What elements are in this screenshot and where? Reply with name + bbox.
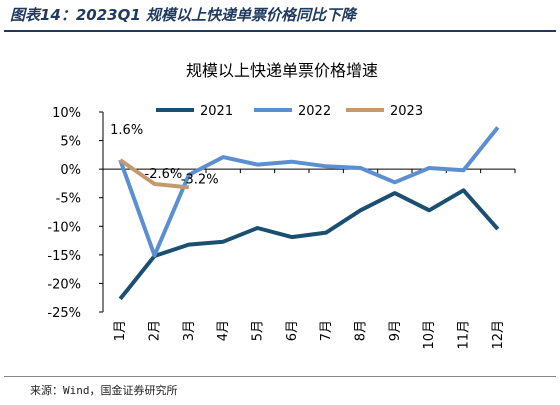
data-label: -3.2% xyxy=(181,172,219,187)
x-tick-label: 6月 xyxy=(285,320,300,341)
y-tick-label: -20% xyxy=(47,277,81,292)
x-tick-label: 1月 xyxy=(113,320,128,341)
data-label: -2.6% xyxy=(145,167,183,182)
data-label: 1.6% xyxy=(110,123,143,138)
y-tick-label: 5% xyxy=(60,135,81,150)
y-tick-label: 0% xyxy=(60,163,81,178)
legend-label-2021: 2021 xyxy=(200,104,233,119)
y-tick-label: -15% xyxy=(47,249,81,264)
y-tick-label: -5% xyxy=(56,192,81,207)
x-tick-label: 10月 xyxy=(422,320,437,350)
legend: 2021 2022 2023 xyxy=(156,104,423,119)
source-note: 来源：Wind，国金证券研究所 xyxy=(30,384,178,397)
x-tick-label: 5月 xyxy=(251,320,266,341)
y-tick-label: -10% xyxy=(47,220,81,235)
x-tick-label: 12月 xyxy=(491,320,506,350)
x-tick-label: 11月 xyxy=(457,320,472,350)
figure-header: 图表14：2023Q1 规模以上快递单票价格同比下降 xyxy=(4,0,556,30)
figure-label: 图表14：2023Q1 规模以上快递单票价格同比下降 xyxy=(10,6,357,24)
series-layer xyxy=(118,126,500,301)
x-tick-label: 3月 xyxy=(182,320,197,341)
legend-label-2022: 2022 xyxy=(298,104,331,119)
x-tick-label: 2月 xyxy=(148,320,163,341)
series-line-2023 xyxy=(119,158,189,190)
x-tick-label: 7月 xyxy=(319,320,334,341)
series-line-2021 xyxy=(118,188,500,301)
chart-title: 规模以上快递单票价格增速 xyxy=(186,61,378,80)
x-tick-label: 9月 xyxy=(388,320,403,341)
x-tick-label: 4月 xyxy=(216,320,231,341)
x-axis: 1月 2月 3月 4月 5月 6月 7月 8月 9月 10月 11月 12月 xyxy=(102,168,516,350)
source-rule xyxy=(4,376,556,377)
x-tick-label: 8月 xyxy=(354,320,369,341)
y-axis: 10% 5% 0% -5% -10% -15% -20% -25% xyxy=(47,106,104,321)
data-labels: 1.6% -2.6%-3.2% xyxy=(110,123,218,187)
header-rule xyxy=(4,30,556,32)
legend-label-2023: 2023 xyxy=(390,104,423,119)
y-tick-label: 10% xyxy=(52,106,81,121)
y-tick-label: -25% xyxy=(47,306,81,321)
